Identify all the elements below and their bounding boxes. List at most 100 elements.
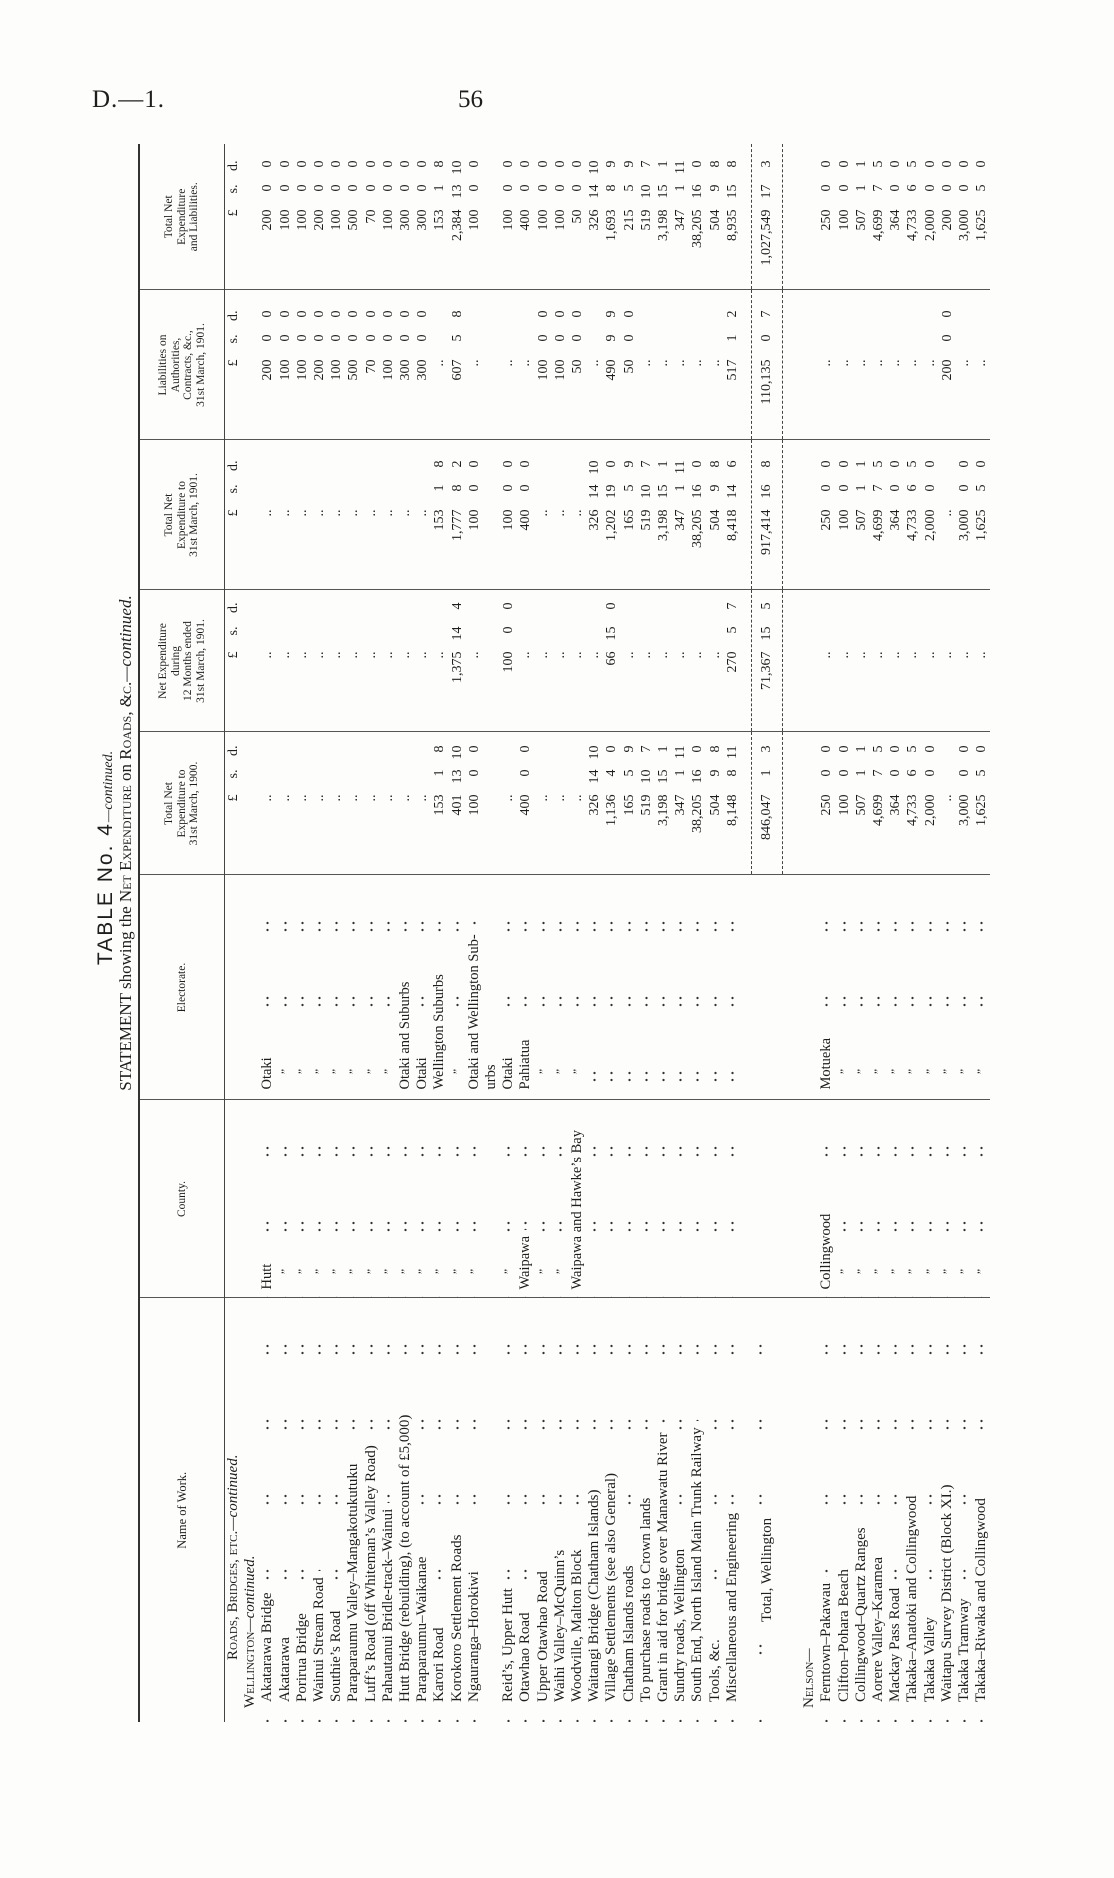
- pence: 0: [956, 460, 972, 468]
- money-value: 100 0 0: [836, 733, 853, 875]
- empty-value-dots: ..: [346, 794, 362, 802]
- work-name: Akatarawa: [276, 1298, 294, 1722]
- shillings: 0: [277, 184, 293, 192]
- shillings: 0: [260, 334, 276, 342]
- work-name: Southie’s Road: [328, 1298, 346, 1722]
- pounds: 100: [294, 209, 310, 231]
- net-12-months-cell: 71,367 15 5: [751, 590, 783, 732]
- pence: 8: [724, 160, 740, 168]
- liabilities-cell: ..: [887, 290, 905, 440]
- shillings: 0: [819, 484, 835, 492]
- pounds: 2,000: [922, 509, 938, 542]
- money-value: ..: [345, 733, 362, 875]
- net-12-months-cell: 100 0 0: [500, 590, 518, 732]
- money-value: ..: [569, 591, 586, 732]
- money-value: ..: [973, 291, 990, 440]
- pence: 1: [656, 745, 672, 753]
- county-cell: ”: [887, 1100, 905, 1298]
- liabilities-cell: ..: [835, 290, 853, 440]
- total-1900-cell: ..: [379, 732, 398, 875]
- pounds: 4,699: [870, 209, 886, 242]
- total-1901-cell: 1,625 5 0: [973, 440, 991, 590]
- spacer-cell: [782, 440, 802, 590]
- money-value: 100 0 0: [500, 144, 517, 290]
- liabilities-cell: ..: [818, 290, 836, 440]
- total-and-liabilities-cell: 1,693 8 9: [603, 144, 621, 290]
- table-row: Collingwood–Quartz Ranges ” ” 507 1 1.. 507 1 1.…: [852, 144, 870, 1722]
- section-heading-row: Roads, Bridges, etc.—continued. £ s. d. £ s. d…: [224, 144, 243, 1722]
- empty-value-dots: ..: [707, 651, 723, 659]
- empty-cell: [801, 144, 819, 290]
- table-row: Waihi Valley–McQuinn’s ” ”...... 100 0 0 100 0 0: [551, 144, 570, 1722]
- money-value: ..: [904, 291, 921, 440]
- shillings: 1: [853, 484, 869, 492]
- money-value: 504 9 8: [707, 144, 724, 290]
- ditto-mark: ”: [328, 1262, 346, 1290]
- pounds: 519: [638, 209, 654, 231]
- money-value: ..: [380, 441, 397, 590]
- pounds: 300: [415, 209, 431, 231]
- table-row: Clifton–Pohara Beach ” ” 100 0 0.. 100 0 0.. 100 0…: [835, 144, 853, 1722]
- liabilities-cell: 100 0 0: [293, 290, 312, 440]
- pounds: 165: [621, 794, 637, 816]
- shillings: 16: [759, 484, 775, 499]
- shillings: 0: [939, 334, 955, 342]
- money-value: 100 0 0: [294, 144, 311, 290]
- money-value: ..: [311, 441, 328, 590]
- empty-value-dots: ..: [346, 509, 362, 517]
- money-value: ..: [294, 591, 311, 732]
- total-and-liabilities-cell: 2,000 0 0: [921, 144, 939, 290]
- electorate-cell: ”: [569, 875, 587, 1100]
- table-title: TABLE No. 4—continued.: [94, 144, 118, 1722]
- work-name-text: Ferntown–Pakawau: [818, 1576, 836, 1702]
- empty-value-dots: ..: [570, 794, 586, 802]
- page-number: 56: [458, 86, 483, 113]
- money-value: 490 9 9: [603, 291, 620, 440]
- pence: 1: [853, 460, 869, 468]
- section-heading-text: Nelson: [801, 1661, 818, 1708]
- pounds: 70: [363, 359, 379, 374]
- shillings: 0: [836, 184, 852, 192]
- pounds: 100: [329, 209, 345, 231]
- table-row: Luff’s Road (off Whiteman’s Valley Road)…: [362, 144, 380, 1722]
- pounds: 250: [819, 509, 835, 531]
- shillings: 1: [673, 184, 689, 192]
- shillings: 5: [974, 484, 990, 492]
- net-12-months-cell: ..: [620, 590, 638, 732]
- pounds: 4,733: [905, 794, 921, 827]
- work-name: Akatarawa Bridge: [259, 1298, 277, 1722]
- header-total-1901: Total Net Expenditure to 31st March, 190…: [139, 440, 225, 590]
- spacer-cell: [741, 732, 752, 875]
- pounds: 4,699: [870, 509, 886, 542]
- pounds: 347: [673, 209, 689, 231]
- total-1900-cell: 100 0 0: [835, 732, 853, 875]
- total-and-liabilities-cell: 100 0 0: [328, 144, 346, 290]
- shillings: 0: [836, 484, 852, 492]
- statement-part: on: [116, 759, 135, 786]
- pence: 0: [922, 160, 938, 168]
- empty-cell: £ s. d.: [224, 440, 243, 590]
- shillings: 5: [974, 184, 990, 192]
- pence: 0: [888, 160, 904, 168]
- work-name-text: Takaka–Anatoki and Collingwood: [904, 1489, 922, 1702]
- shillings: 0: [819, 184, 835, 192]
- county-cell: ”: [397, 1100, 415, 1298]
- money-value: ..: [655, 291, 672, 440]
- pence: 10: [587, 745, 603, 760]
- total-and-liabilities-cell: 519 10 7: [637, 144, 656, 290]
- pounds: 100: [552, 359, 568, 381]
- empty-value-dots: ..: [277, 651, 293, 659]
- money-value: ..: [922, 591, 939, 732]
- total-and-liabilities-cell: 326 14 10: [586, 144, 604, 290]
- table-row: Mackay Pass Road ” ” 364 0 0.. 364 0 0.. 364 0 0: [887, 144, 905, 1722]
- net-12-months-cell: ..: [904, 590, 922, 732]
- ditto-mark: ”: [869, 1262, 888, 1290]
- pence: 0: [922, 460, 938, 468]
- total-1900-cell: 2,000 0 0: [921, 732, 939, 875]
- net-12-months-cell: 270 5 7: [723, 590, 742, 732]
- shillings: 14: [724, 484, 740, 499]
- shillings: 0: [466, 484, 482, 492]
- shillings: 0: [552, 184, 568, 192]
- pence-unit: d.: [226, 602, 241, 614]
- pence: 0: [836, 745, 852, 753]
